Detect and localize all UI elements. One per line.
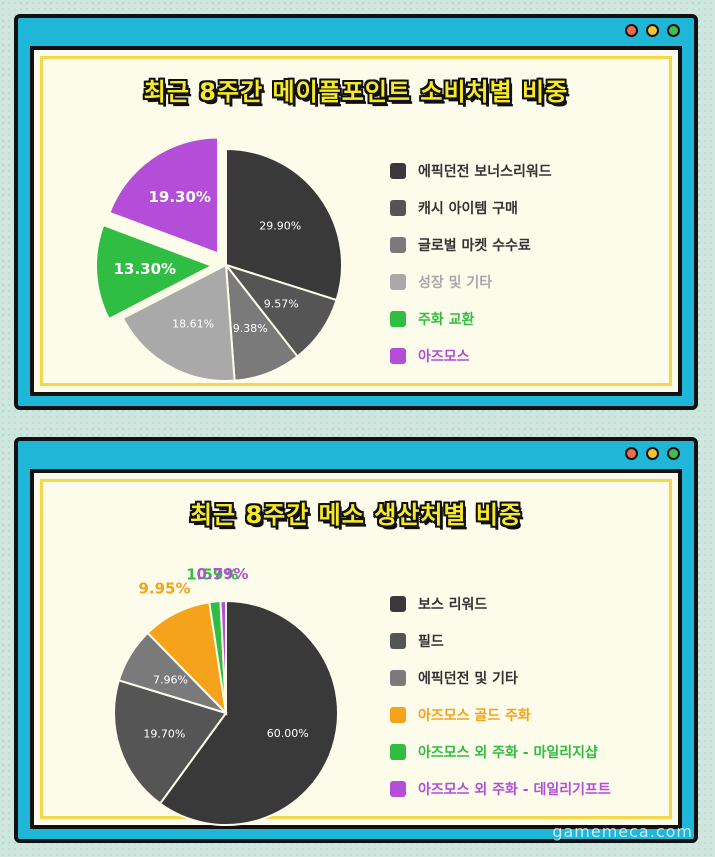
minimize-dot-icon: [646, 24, 659, 37]
chart-panel-2: 최근 8주간 메소 생산처별 비중 60.00% 19.70% 7.96% 9.95%…: [30, 469, 682, 829]
legend-item-5: 아즈모스 외 주화 - 데일리기프트: [390, 770, 611, 807]
window-controls: [625, 24, 680, 37]
close-dot-icon: [625, 24, 638, 37]
legend-swatch: [390, 310, 406, 327]
maximize-dot-icon: [667, 447, 680, 460]
legend-label: 아즈모스 골드 주화: [418, 707, 531, 724]
legend-swatch: [390, 780, 406, 797]
data-label-2: 7.96%: [153, 673, 188, 686]
legend-label: 에픽던전 및 기타: [418, 670, 518, 687]
legend-swatch: [390, 669, 406, 686]
pie-slice-1: [113, 679, 228, 805]
data-label-0: 29.90%: [259, 219, 301, 232]
data-label-4: 13.30%: [114, 260, 176, 278]
legend-label: 보스 리워드: [418, 596, 488, 613]
legend-item-4: 아즈모스 외 주화 - 마일리지샵: [390, 733, 611, 770]
legend-item-3: 아즈모스 골드 주화: [390, 696, 611, 733]
legend-swatch: [390, 347, 406, 364]
legend-label: 캐시 아이템 구매: [418, 200, 518, 217]
legend-item-2: 에픽던전 및 기타: [390, 659, 611, 696]
legend-item-0: 보스 리워드: [390, 585, 611, 622]
data-label-0: 60.00%: [267, 727, 309, 740]
pie-chart: 29.90% 9.57% 9.38% 18.61% 13.30% 19.30%: [95, 136, 343, 382]
chart-title: 최근 8주간 메이플포인트 소비처별 비중: [143, 78, 569, 106]
legend-label: 아즈모스 외 주화 - 데일리기프트: [418, 781, 611, 798]
watermark: gamemeca.com: [552, 822, 693, 841]
pie-slice-5: [219, 599, 227, 714]
data-label-3: 18.61%: [172, 318, 214, 331]
legend-label: 필드: [418, 633, 444, 650]
maximize-dot-icon: [667, 24, 680, 37]
legend-label: 주화 교환: [418, 311, 475, 328]
window-chart-2: 최근 8주간 메소 생산처별 비중 60.00% 19.70% 7.96% 9.95%…: [14, 437, 698, 843]
legend-label: 아즈모스 외 주화 - 마일리지샵: [418, 744, 598, 761]
legend-item-0: 에픽던전 보너스리워드: [390, 152, 552, 189]
legend-swatch: [390, 743, 406, 760]
data-label-1: 9.57%: [264, 297, 299, 310]
legend-label: 글로벌 마켓 수수료: [418, 237, 531, 254]
legend-item-3: 성장 및 기타: [390, 263, 552, 300]
chart-title: 최근 8주간 메소 생산처별 비중: [189, 501, 523, 529]
legend-swatch: [390, 236, 406, 253]
legend-swatch: [390, 162, 406, 179]
legend-item-4: 주화 교환: [390, 300, 552, 337]
legend-swatch: [390, 199, 406, 216]
chart-panel-1: 최근 8주간 메이플포인트 소비처별 비중 29.90% 9.57% 9.38% 18…: [30, 46, 682, 396]
legend-swatch: [390, 273, 406, 290]
legend-swatch: [390, 595, 406, 612]
legend-item-2: 글로벌 마켓 수수료: [390, 226, 552, 263]
pie-chart: 60.00% 19.70% 7.96% 9.95%1.59%0.79%: [113, 565, 339, 826]
window-chart-1: 최근 8주간 메이플포인트 소비처별 비중 29.90% 9.57% 9.38% 18…: [14, 14, 698, 410]
data-label-5: 0.79%: [197, 565, 249, 583]
legend-item-5: 아즈모스: [390, 337, 552, 374]
legend-label: 에픽던전 보너스리워드: [418, 163, 552, 180]
legend-item-1: 캐시 아이템 구매: [390, 189, 552, 226]
data-label-1: 19.70%: [143, 728, 185, 741]
pie-slice-3: [121, 263, 236, 382]
pie-slice-0: [225, 147, 343, 302]
legend-label: 아즈모스: [418, 348, 470, 365]
data-label-4: 1.59%: [186, 566, 238, 584]
minimize-dot-icon: [646, 447, 659, 460]
legend-swatch: [390, 706, 406, 723]
legend-swatch: [390, 632, 406, 649]
pie-slice-4: [95, 223, 215, 321]
close-dot-icon: [625, 447, 638, 460]
pie-slice-0: [158, 599, 339, 826]
data-label-3: 9.95%: [138, 579, 190, 597]
data-label-2: 9.38%: [233, 322, 268, 335]
data-label-5: 19.30%: [148, 188, 210, 206]
window-controls: [625, 447, 680, 460]
pie-slice-5: [108, 136, 220, 255]
legend-label: 성장 및 기타: [418, 274, 493, 291]
legend-item-1: 필드: [390, 622, 611, 659]
